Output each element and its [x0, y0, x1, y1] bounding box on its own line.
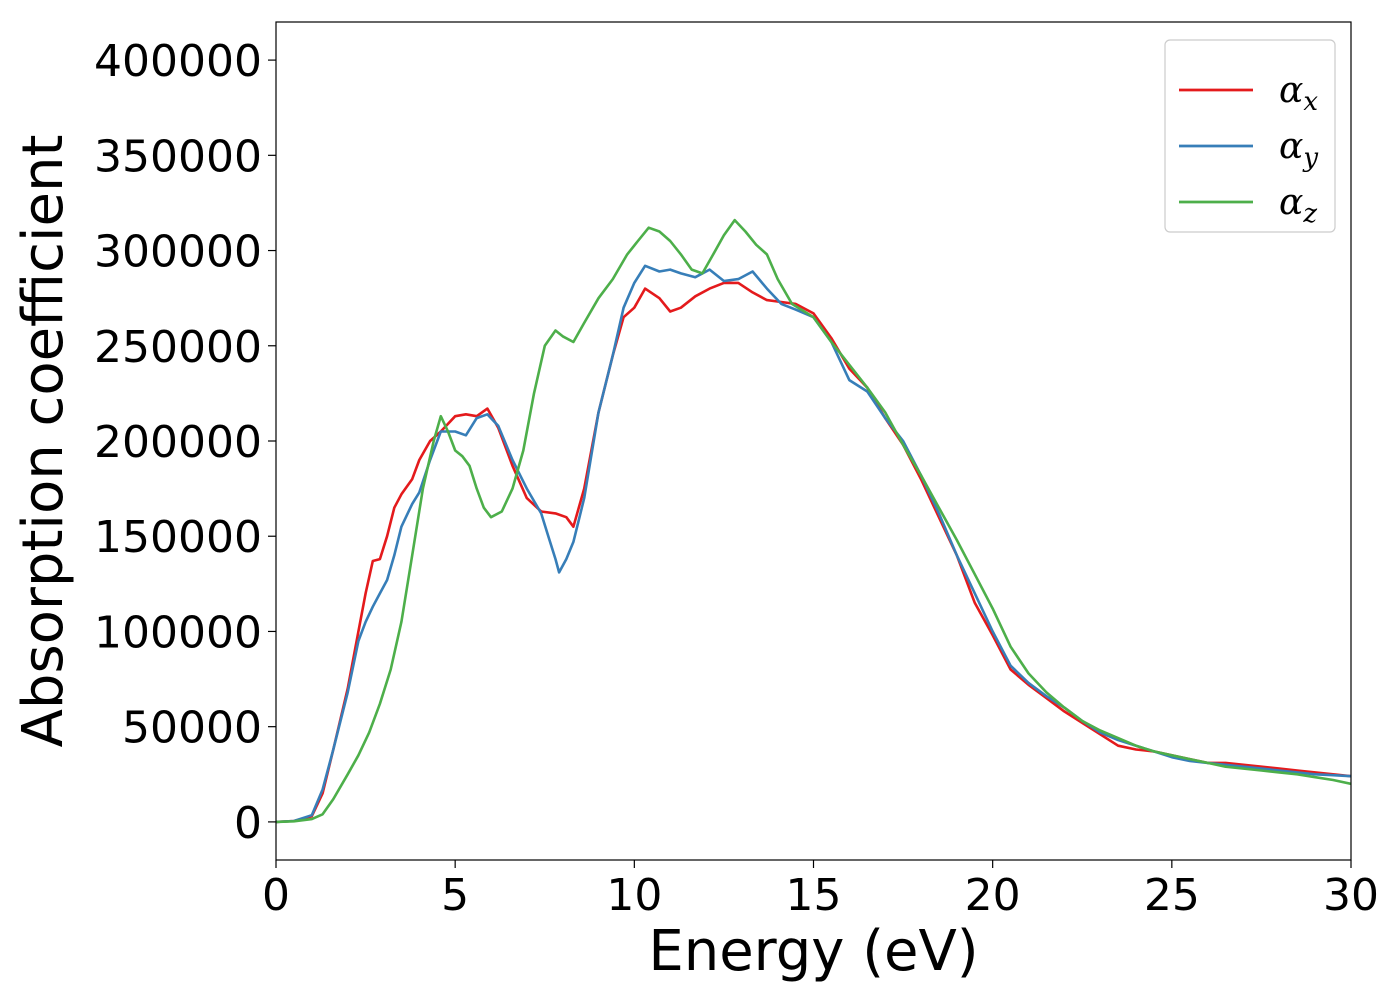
y-tick-label: 200000	[94, 417, 262, 468]
series-layer	[276, 218, 1351, 824]
legend-label-z: αz	[1279, 182, 1317, 229]
x-tick-label: 5	[441, 870, 469, 921]
legend-label-x: αx	[1279, 70, 1318, 117]
x-axis: 0 5 10 15 20 25 30	[262, 860, 1379, 921]
series-line-z	[276, 218, 1351, 824]
x-tick-label: 10	[606, 870, 662, 921]
x-tick-label: 15	[786, 870, 842, 921]
y-tick-label: 400000	[94, 36, 262, 87]
series-line-y	[276, 264, 1351, 824]
y-axis-title: Absorption coefficient	[11, 135, 76, 748]
x-tick-label: 0	[262, 870, 290, 921]
legend-box	[1164, 39, 1336, 233]
legend: αx αy αz	[1164, 39, 1336, 233]
y-tick-label: 150000	[94, 512, 262, 563]
y-tick-label: 100000	[94, 607, 262, 658]
y-tick-label: 300000	[94, 227, 262, 278]
x-tick-label: 30	[1323, 870, 1379, 921]
y-tick-label: 50000	[122, 703, 262, 754]
legend-label-y: αy	[1279, 126, 1318, 173]
y-axis: 0 50000 100000 150000 200000 250000 300000 3500…	[94, 36, 276, 849]
y-tick-label: 250000	[94, 322, 262, 373]
series-line-x	[276, 281, 1351, 824]
y-tick-label: 0	[234, 798, 262, 849]
x-tick-label: 20	[965, 870, 1021, 921]
y-tick-label: 350000	[94, 131, 262, 182]
x-tick-label: 25	[1144, 870, 1200, 921]
x-axis-title: Energy (eV)	[648, 919, 978, 984]
